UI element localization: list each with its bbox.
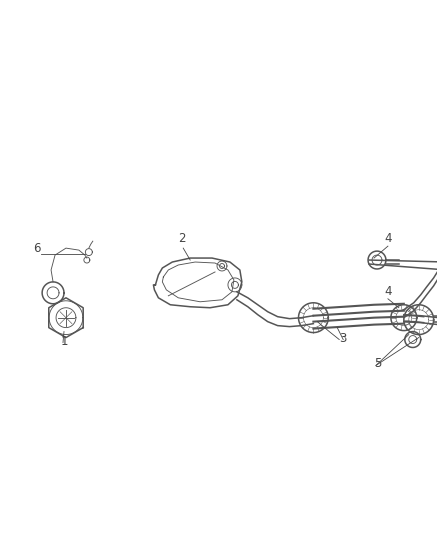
Text: 4: 4 — [384, 232, 392, 245]
Text: 6: 6 — [33, 242, 41, 255]
Text: 4: 4 — [384, 285, 392, 298]
Text: 3: 3 — [339, 332, 346, 344]
Text: 1: 1 — [61, 335, 68, 348]
Text: 5: 5 — [374, 357, 381, 370]
Text: 2: 2 — [178, 232, 186, 245]
